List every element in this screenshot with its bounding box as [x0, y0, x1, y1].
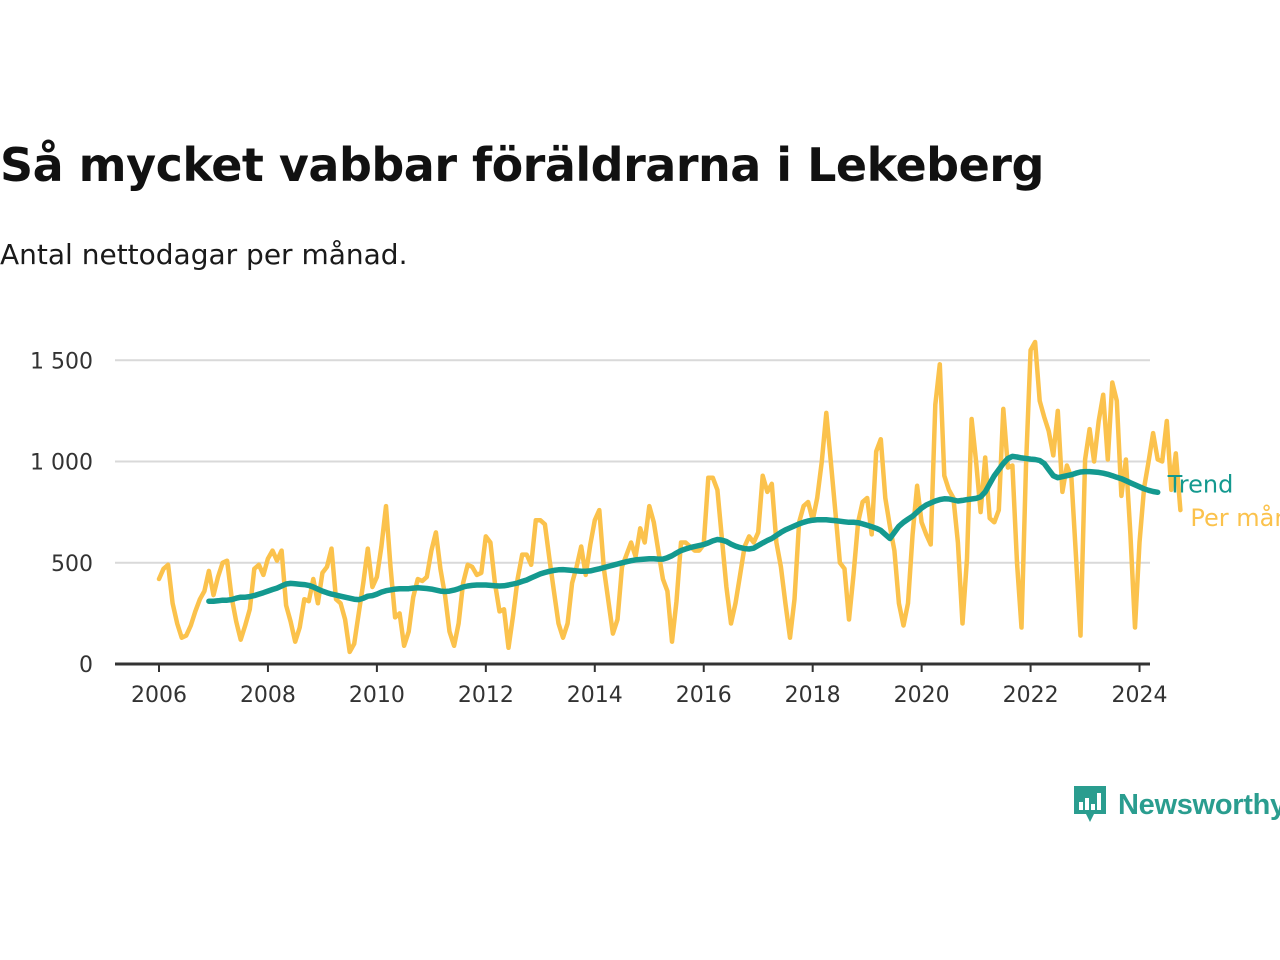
series-label-trend: Trend: [1167, 470, 1234, 498]
newsworthy-logo: Newsworthy: [1072, 784, 1280, 826]
x-tick-label: 2014: [567, 683, 623, 708]
series-lines: [156, 339, 1183, 655]
x-axis: 2006 2008 2010 2012 2014 2016 2018 2020 2022 2024: [115, 662, 1168, 708]
x-tick-label: 2012: [458, 683, 514, 708]
x-tick-label: 2010: [349, 683, 405, 708]
x-tick-label: 2018: [785, 683, 841, 708]
y-tick-label: 0: [79, 653, 93, 678]
y-axis-tick-labels: 0 500 1 000 1 500: [30, 349, 93, 678]
x-tick-label: 2024: [1112, 683, 1168, 708]
newsworthy-logo-icon: [1074, 786, 1106, 822]
series-line-per-manad: [156, 339, 1183, 655]
series-labels: Trend Per månad: [1167, 470, 1280, 532]
chart-subtitle: Antal nettodagar per månad.: [0, 238, 408, 271]
y-tick-label: 500: [51, 552, 93, 577]
gridlines: [115, 359, 1150, 564]
x-tick-label: 2006: [131, 683, 187, 708]
x-tick-label: 2008: [240, 683, 296, 708]
brand-name: Newsworthy: [1118, 788, 1280, 821]
y-tick-label: 1 000: [30, 451, 93, 476]
series-line-trend: [206, 453, 1161, 604]
y-tick-label: 1 500: [30, 349, 93, 374]
series-label-per-manad: Per månad: [1190, 503, 1280, 532]
x-tick-label: 2020: [894, 683, 950, 708]
x-tick-label: 2022: [1003, 683, 1059, 708]
chart-title: Så mycket vabbar föräldrarna i Lekeberg: [0, 138, 1044, 192]
x-tick-label: 2016: [676, 683, 732, 708]
